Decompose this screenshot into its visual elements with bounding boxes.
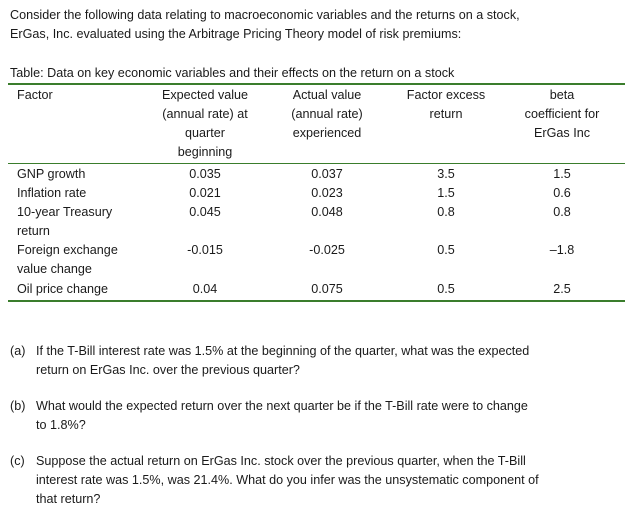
expected-cell: 0.045 bbox=[189, 205, 221, 219]
column-header: ErGas Inc bbox=[534, 126, 590, 140]
beta-cell: –1.8 bbox=[549, 243, 575, 257]
header-rule bbox=[8, 163, 625, 164]
expected-cell: 0.04 bbox=[192, 282, 218, 296]
column-header: beginning bbox=[177, 145, 233, 159]
table-caption: Table: Data on key economic variables an… bbox=[10, 66, 455, 80]
table-bottom-rule bbox=[8, 300, 625, 302]
actual-cell: -0.025 bbox=[309, 243, 345, 257]
column-header: Factor bbox=[17, 88, 53, 102]
question-text: Suppose the actual return on ErGas Inc. … bbox=[36, 454, 526, 468]
factor-cell: GNP growth bbox=[17, 167, 86, 181]
factor-cell: Foreign exchange bbox=[17, 243, 118, 257]
question-text: If the T-Bill interest rate was 1.5% at … bbox=[36, 344, 530, 358]
column-header: Factor excess bbox=[406, 88, 486, 102]
question-label: (a) bbox=[10, 344, 26, 358]
expected-cell: 0.035 bbox=[189, 167, 221, 181]
factor-cell: Inflation rate bbox=[17, 186, 87, 200]
excess-cell: 0.8 bbox=[437, 205, 455, 219]
table-top-rule bbox=[8, 83, 625, 85]
intro-line-2: ErGas, Inc. evaluated using the Arbitrag… bbox=[10, 27, 462, 41]
column-header: quarter bbox=[185, 126, 225, 140]
question-text: to 1.8%? bbox=[36, 418, 86, 432]
beta-cell: 0.8 bbox=[553, 205, 571, 219]
actual-cell: 0.023 bbox=[311, 186, 343, 200]
column-header: return bbox=[429, 107, 463, 121]
column-header: (annual rate) bbox=[291, 107, 363, 121]
beta-cell: 2.5 bbox=[553, 282, 571, 296]
column-header: Actual value bbox=[292, 88, 362, 102]
excess-cell: 0.5 bbox=[437, 282, 455, 296]
column-header: Expected value bbox=[161, 88, 249, 102]
beta-cell: 0.6 bbox=[553, 186, 571, 200]
actual-cell: 0.048 bbox=[311, 205, 343, 219]
actual-cell: 0.075 bbox=[311, 282, 343, 296]
column-header: (annual rate) at bbox=[162, 107, 248, 121]
factor-cell: value change bbox=[17, 262, 92, 276]
question-text: return on ErGas Inc. over the previous q… bbox=[36, 363, 300, 377]
column-header: beta bbox=[549, 88, 575, 102]
question-text: that return? bbox=[36, 492, 101, 506]
factor-cell: 10-year Treasury bbox=[17, 205, 113, 219]
question-label: (b) bbox=[10, 399, 26, 413]
excess-cell: 3.5 bbox=[437, 167, 455, 181]
column-header: coefficient for bbox=[524, 107, 600, 121]
expected-cell: 0.021 bbox=[189, 186, 221, 200]
beta-cell: 1.5 bbox=[553, 167, 571, 181]
question-text: What would the expected return over the … bbox=[36, 399, 528, 413]
expected-cell: -0.015 bbox=[187, 243, 223, 257]
factor-cell: return bbox=[17, 224, 50, 238]
actual-cell: 0.037 bbox=[311, 167, 343, 181]
factor-cell: Oil price change bbox=[17, 282, 109, 296]
excess-cell: 1.5 bbox=[437, 186, 455, 200]
question-label: (c) bbox=[10, 454, 25, 468]
column-header: experienced bbox=[292, 126, 362, 140]
question-text: interest rate was 1.5%, was 21.4%. What … bbox=[36, 473, 539, 487]
excess-cell: 0.5 bbox=[437, 243, 455, 257]
intro-line-1: Consider the following data relating to … bbox=[10, 8, 520, 22]
